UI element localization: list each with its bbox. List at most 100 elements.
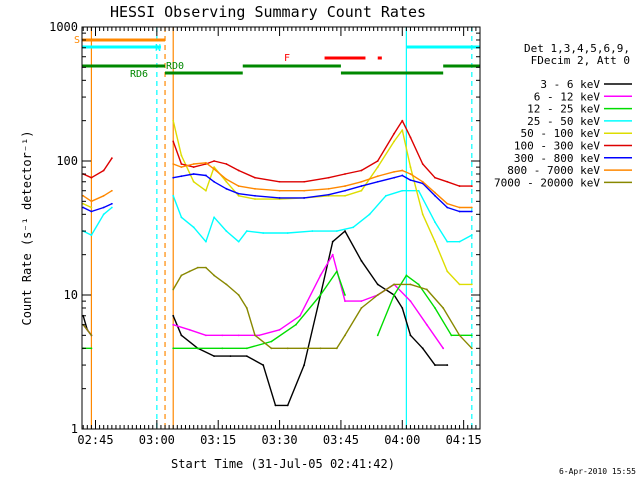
data-point (172, 194, 175, 197)
data-point (172, 140, 175, 143)
data-point (319, 347, 322, 350)
data-point (470, 334, 473, 337)
data-point (409, 283, 412, 286)
data-point (376, 175, 379, 178)
data-point (205, 161, 207, 164)
data-point (393, 132, 396, 135)
data-point (360, 189, 363, 192)
data-point (213, 166, 216, 169)
data-point (331, 253, 334, 256)
data-point (393, 283, 396, 286)
data-point (196, 266, 199, 269)
data-point (205, 334, 207, 337)
data-point (180, 163, 183, 165)
data-point (405, 274, 408, 277)
series-300-800-kev (82, 173, 473, 213)
series-300-800-kev-segment-1 (173, 173, 472, 213)
x-tick-label: 03:00 (139, 433, 175, 447)
data-point (221, 347, 224, 350)
data-point (421, 180, 424, 183)
data-point (237, 185, 240, 187)
data-point (344, 294, 346, 296)
data-point (172, 323, 175, 326)
data-point (254, 187, 256, 190)
series-800-7000-kev-segment-1 (172, 162, 472, 209)
flag-rd6: RD6 (130, 69, 444, 80)
data-point (262, 364, 265, 366)
legend-label-12-25-kev: 12 - 25 keV (527, 103, 600, 116)
data-point (237, 240, 240, 243)
vertical-markers (90, 27, 473, 429)
data-point (245, 355, 248, 357)
data-point (274, 404, 277, 407)
data-point (458, 240, 461, 243)
data-point (245, 230, 248, 232)
data-point (344, 185, 346, 187)
data-point (434, 240, 436, 243)
data-point (90, 234, 93, 236)
data-point (303, 197, 306, 199)
data-point (458, 185, 461, 187)
flag-s: S (74, 35, 166, 46)
data-point (360, 185, 363, 187)
data-point (278, 328, 281, 331)
data-point (434, 307, 436, 309)
x-tick-label: 04:00 (384, 433, 420, 447)
data-point (237, 334, 240, 337)
data-point (188, 328, 191, 331)
flag-f: F (284, 53, 382, 64)
data-point (409, 300, 412, 303)
data-point (213, 274, 216, 277)
x-axis-label: Start Time (31-Jul-05 02:41:42) (171, 457, 395, 471)
data-point (344, 189, 346, 192)
data-point (205, 266, 207, 269)
data-point (205, 174, 207, 177)
data-point (344, 230, 346, 232)
legend-label-6-12-kev: 6 - 12 keV (534, 90, 601, 103)
data-point (299, 314, 301, 317)
data-point (110, 157, 113, 160)
flag-label: RD6 (130, 69, 148, 80)
flag-label: S (74, 35, 80, 46)
data-point (401, 119, 404, 122)
data-point (409, 166, 412, 169)
data-point (458, 206, 461, 209)
data-point (225, 180, 228, 183)
y-tick-label: 1000 (49, 20, 78, 34)
data-point (254, 334, 256, 337)
data-point (110, 202, 113, 205)
data-point (376, 166, 379, 169)
data-point (470, 206, 473, 209)
data-point (401, 129, 404, 132)
legend-label-800-7000-kev: 800 - 7000 keV (507, 164, 600, 177)
data-point (270, 340, 273, 343)
data-point (245, 307, 248, 309)
data-point (237, 169, 240, 172)
data-point (470, 283, 473, 286)
data-point (344, 173, 346, 175)
data-point (421, 163, 424, 165)
data-point (102, 194, 105, 197)
data-point (172, 176, 175, 179)
data-point (180, 154, 183, 157)
data-point (376, 180, 379, 183)
data-point (213, 160, 216, 162)
data-point (225, 230, 228, 232)
flag-label: F (284, 53, 290, 64)
data-point (82, 206, 85, 209)
data-point (254, 194, 256, 197)
flag-label: N (155, 43, 161, 54)
data-point (213, 355, 216, 357)
data-point (303, 364, 306, 366)
data-point (376, 294, 379, 296)
legend-label-7000-20000-kev: 7000 - 20000 keV (494, 176, 600, 189)
flag-bars: S N F RD0 RD6 (74, 35, 480, 80)
data-point (192, 180, 195, 183)
series-25-50-kev (82, 189, 473, 243)
axes: 1 10 100 1000 02:45 03:00 03:15 03:30 03:45 04:00… (49, 20, 482, 447)
data-point (278, 189, 281, 192)
y-tick-label: 10 (64, 288, 78, 302)
data-point (180, 175, 183, 178)
data-point (303, 189, 306, 192)
data-point (225, 283, 228, 286)
